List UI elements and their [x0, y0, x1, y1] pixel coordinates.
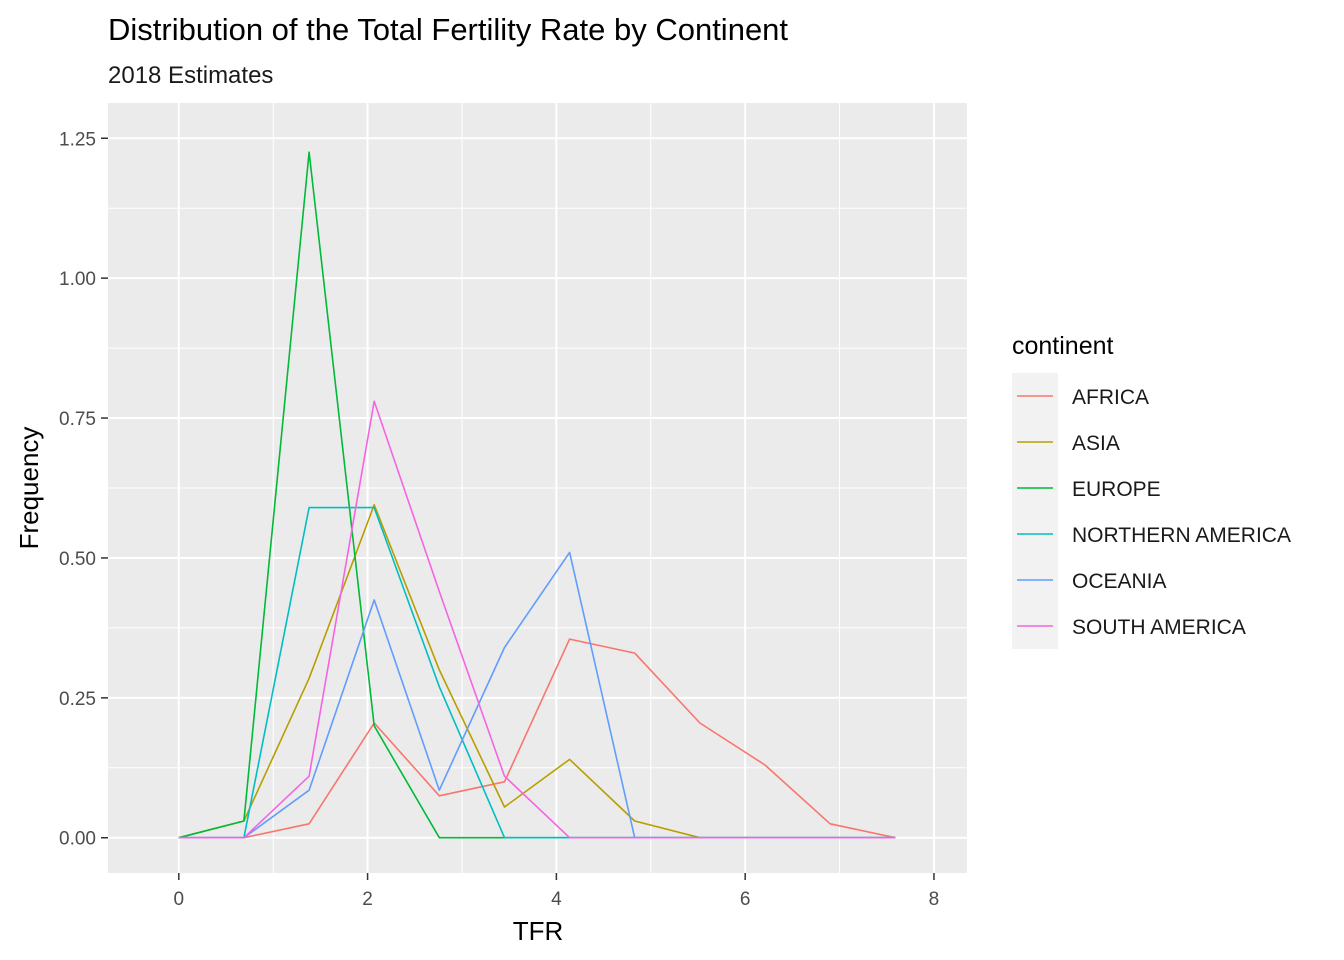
grid-minor [108, 103, 967, 873]
series-lines [178, 151, 896, 839]
x-axis: 0 2 4 6 8 [174, 873, 940, 910]
series-line-south-america [178, 400, 896, 839]
legend-label-europe: EUROPE [1072, 478, 1161, 501]
y-tick-label: 0.00 [59, 829, 96, 850]
y-tick-label: 1.00 [59, 269, 96, 290]
legend-label-oceania: OCEANIA [1072, 570, 1167, 593]
series-line-africa [178, 638, 896, 839]
chart-subtitle: 2018 Estimates [108, 62, 273, 89]
y-tick-label: 0.25 [59, 689, 96, 710]
legend-label-northern-america: NORTHERN AMERICA [1072, 524, 1291, 547]
legend-label-africa: AFRICA [1072, 386, 1149, 409]
legend-title: continent [1012, 332, 1114, 360]
y-tick-label: 1.25 [59, 129, 96, 150]
legend: continent AFRICA ASIA EUROPE NORTHERN AMERI… [1012, 332, 1291, 649]
chart-title: Distribution of the Total Fertility Rate… [108, 12, 788, 47]
y-tick-label: 0.50 [59, 549, 96, 570]
legend-label-asia: ASIA [1072, 432, 1120, 455]
y-tick-label: 0.75 [59, 409, 96, 430]
legend-label-south-america: SOUTH AMERICA [1072, 616, 1246, 639]
x-tick-label: 4 [551, 889, 562, 910]
x-tick-label: 2 [362, 889, 373, 910]
x-axis-title: TFR [513, 916, 564, 946]
y-axis-title: Frequency [14, 427, 44, 550]
legend-key-background [1012, 373, 1058, 649]
y-axis: 0.00 0.25 0.50 0.75 1.00 1.25 [59, 129, 108, 850]
x-tick-label: 8 [929, 889, 940, 910]
x-tick-label: 0 [174, 889, 185, 910]
x-tick-label: 6 [740, 889, 751, 910]
